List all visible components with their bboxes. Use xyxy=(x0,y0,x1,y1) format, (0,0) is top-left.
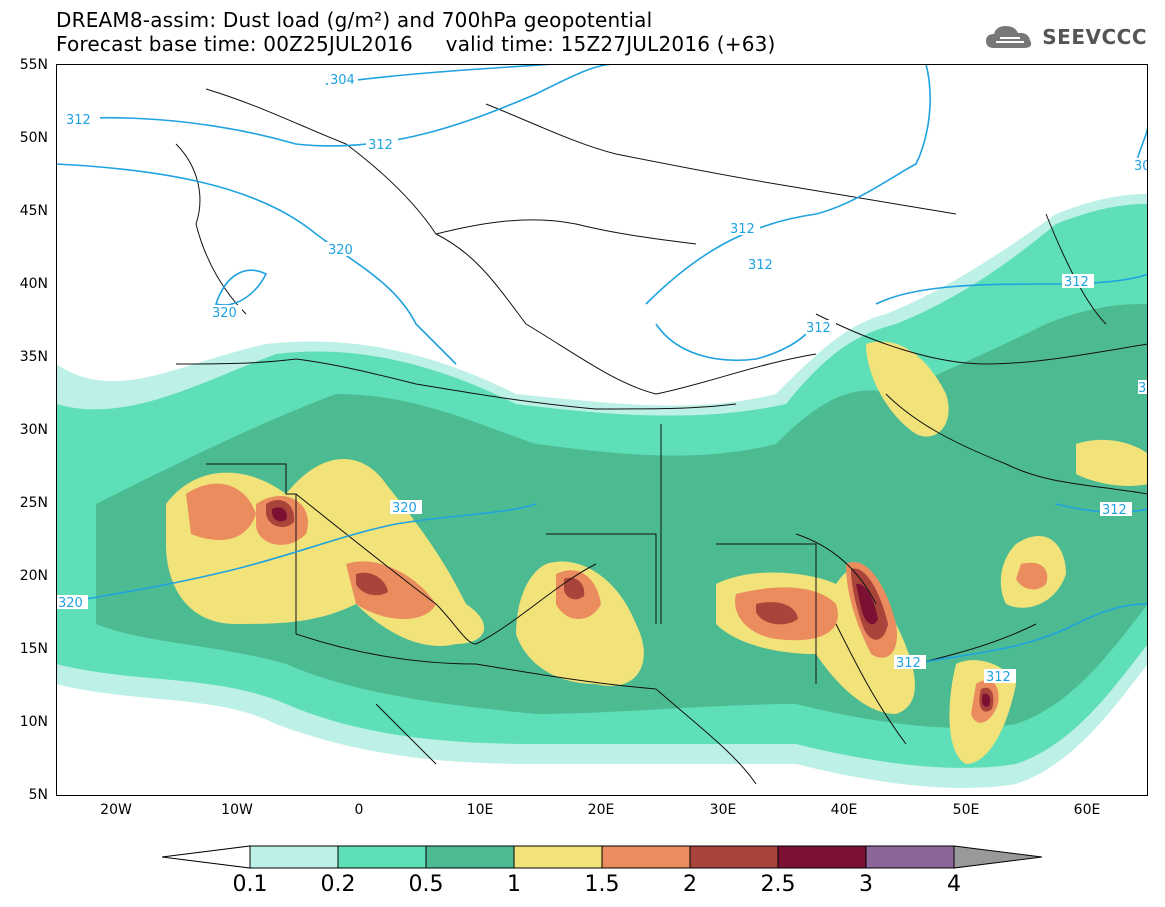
cloud-logo-icon xyxy=(986,26,1032,48)
dust-band-2.5 xyxy=(981,693,991,707)
colorbar-segment xyxy=(601,845,691,869)
colorbar-tick: 1.5 xyxy=(584,872,620,897)
brand-logo: SEEVCCC xyxy=(984,22,1147,52)
lon-label: 50E xyxy=(952,802,980,818)
colorbar-segment xyxy=(161,845,251,869)
colorbar-tick: 4 xyxy=(947,872,961,897)
contour-label: 320 xyxy=(328,243,353,258)
colorbar-tick: 1 xyxy=(507,872,521,897)
lon-label: 30E xyxy=(709,802,737,818)
lat-label: 55N xyxy=(19,57,48,73)
lat-label: 40N xyxy=(19,276,48,292)
lat-label: 25N xyxy=(19,495,48,511)
dust-band-2.5 xyxy=(271,507,287,522)
colorbar-tick: 0.5 xyxy=(408,872,444,897)
lon-label: 60E xyxy=(1073,802,1101,818)
colorbar-segment xyxy=(425,845,515,869)
contour-label: 312 xyxy=(748,258,773,273)
lat-label: 15N xyxy=(19,641,48,657)
contour-label: 320 xyxy=(58,596,83,611)
dust-band-2 xyxy=(756,602,798,625)
map-frame xyxy=(56,64,1148,796)
contour-label: 30 xyxy=(1134,159,1148,174)
dust-band-1.5 xyxy=(1016,562,1048,590)
lon-label: 10W xyxy=(221,802,253,818)
contour-label: 312 xyxy=(896,656,921,671)
colorbar-segment xyxy=(953,845,1043,869)
colorbar-segment xyxy=(865,845,955,869)
colorbar-segment xyxy=(337,845,427,869)
colorbar-tick: 2.5 xyxy=(760,872,796,897)
brand-name: SEEVCCC xyxy=(1042,25,1147,49)
contour-label: 312 xyxy=(806,321,831,336)
contour-label: 304 xyxy=(330,73,355,88)
country-borders xyxy=(175,88,1148,785)
lat-label: 30N xyxy=(19,422,48,438)
map-title: DREAM8-assim: Dust load (g/m²) and 700hP… xyxy=(56,8,653,32)
contour-labels: 304 312 312 320 320 320 312 312 312 312 … xyxy=(56,72,1148,685)
contour-label: 312 xyxy=(1064,275,1089,290)
contour-label: 320 xyxy=(392,501,417,516)
map-subtitle: Forecast base time: 00Z25JUL2016 valid t… xyxy=(56,32,776,56)
lat-label: 5N xyxy=(28,787,48,803)
contour-label: 3 xyxy=(1138,381,1146,396)
dust-band-1 xyxy=(516,561,644,686)
lon-label: 20W xyxy=(100,802,132,818)
lat-label: 20N xyxy=(19,568,48,584)
dust-load-map: 304 312 312 320 320 320 312 312 312 312 … xyxy=(56,64,1148,796)
dust-band-1.5 xyxy=(186,483,256,540)
lat-label: 50N xyxy=(19,130,48,146)
colorbar-tick: 0.2 xyxy=(320,872,356,897)
contour-label: 312 xyxy=(368,138,393,153)
dust-band-2.5 xyxy=(856,583,878,625)
colorbar-segment xyxy=(689,845,779,869)
colorbar-segment xyxy=(249,845,339,869)
contour-label: 312 xyxy=(66,113,91,128)
colorbar-segment xyxy=(777,845,867,869)
contour-label: 312 xyxy=(986,670,1011,685)
contour-label: 320 xyxy=(212,306,237,321)
dust-band-1 xyxy=(866,341,949,437)
lon-label: 0 xyxy=(354,802,364,818)
colorbar-tick: 3 xyxy=(859,872,873,897)
contour-label: 312 xyxy=(1102,503,1127,518)
lat-label: 35N xyxy=(19,349,48,365)
dust-band-2 xyxy=(564,577,585,600)
colorbar-tick: 0.1 xyxy=(232,872,268,897)
contour-label: 312 xyxy=(730,222,755,237)
lat-label: 45N xyxy=(19,203,48,219)
colorbar-segment xyxy=(513,845,603,869)
colorbar xyxy=(161,842,1043,874)
dust-band-1 xyxy=(1076,439,1148,486)
colorbar-segments xyxy=(161,845,1043,869)
dust-band-2 xyxy=(356,572,388,596)
lon-label: 40E xyxy=(830,802,858,818)
map-canvas: 304 312 312 320 320 320 312 312 312 312 … xyxy=(56,64,1148,796)
lon-label: 10E xyxy=(466,802,494,818)
lon-label: 20E xyxy=(587,802,615,818)
colorbar-tick: 2 xyxy=(683,872,697,897)
lat-label: 10N xyxy=(19,714,48,730)
